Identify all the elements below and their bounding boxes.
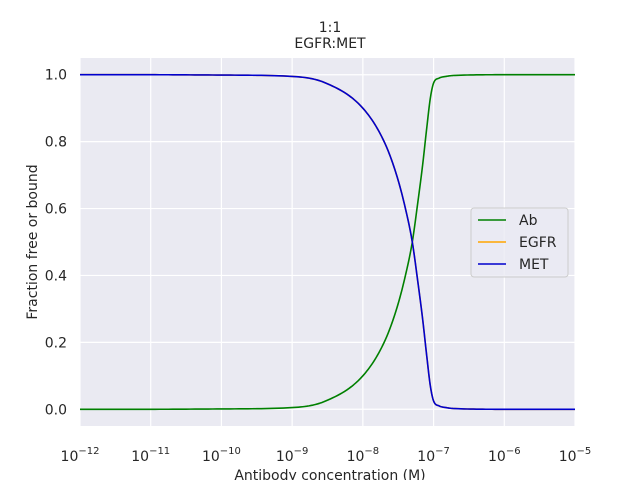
x-tick-exponent: −7 [435,446,450,457]
x-tick-label: 10−12 [61,446,100,465]
x-tick-base: 10 [131,449,149,465]
y-tick-label: 1.0 [45,68,67,84]
x-tick-exponent: −8 [364,446,379,457]
x-tick-label: 10−7 [417,446,450,465]
x-tick-base: 10 [488,449,506,465]
y-tick-label: 0.0 [45,402,67,418]
legend-label-ab: Ab [519,213,538,229]
chart-title-line1: 1:1 [319,20,342,36]
x-tick-exponent: −6 [506,446,521,457]
legend-label-egfr: EGFR [519,235,557,251]
y-tick-label: 0.6 [45,202,67,218]
series-line-met [80,73,575,411]
x-axis-label: Antibody concentration (M) [234,468,425,480]
x-tick-label: 10−6 [488,446,521,465]
legend: Ab EGFR MET [470,207,569,278]
x-tick-base: 10 [417,449,435,465]
series-lines [80,73,575,411]
y-axis-label: Fraction free or bound [25,164,41,319]
x-tick-label: 10−9 [276,446,309,465]
x-tick-base: 10 [347,449,365,465]
tick-labels: 10−12 10−11 10−10 10−9 10−8 10−7 10−6 10−50.00.… [45,68,592,465]
x-tick-exponent: −12 [78,446,99,457]
x-tick-exponent: −11 [149,446,170,457]
x-tick-base: 10 [61,449,79,465]
x-tick-label: 10−10 [202,446,241,465]
x-tick-exponent: −9 [294,446,309,457]
y-tick-label: 0.2 [45,335,67,351]
x-tick-base: 10 [202,449,220,465]
x-tick-exponent: −5 [577,446,592,457]
x-tick-base: 10 [559,449,577,465]
x-tick-label: 10−5 [559,446,592,465]
x-tick-label: 10−8 [347,446,380,465]
x-tick-exponent: −10 [220,446,241,457]
series-line-ab [80,73,575,411]
x-tick-label: 10−11 [131,446,170,465]
y-tick-label: 0.4 [45,268,67,284]
y-tick-label: 0.8 [45,135,67,151]
legend-label-met: MET [519,257,549,273]
chart-title-line2: EGFR:MET [294,36,366,52]
x-tick-base: 10 [276,449,294,465]
legend-box [470,207,569,278]
